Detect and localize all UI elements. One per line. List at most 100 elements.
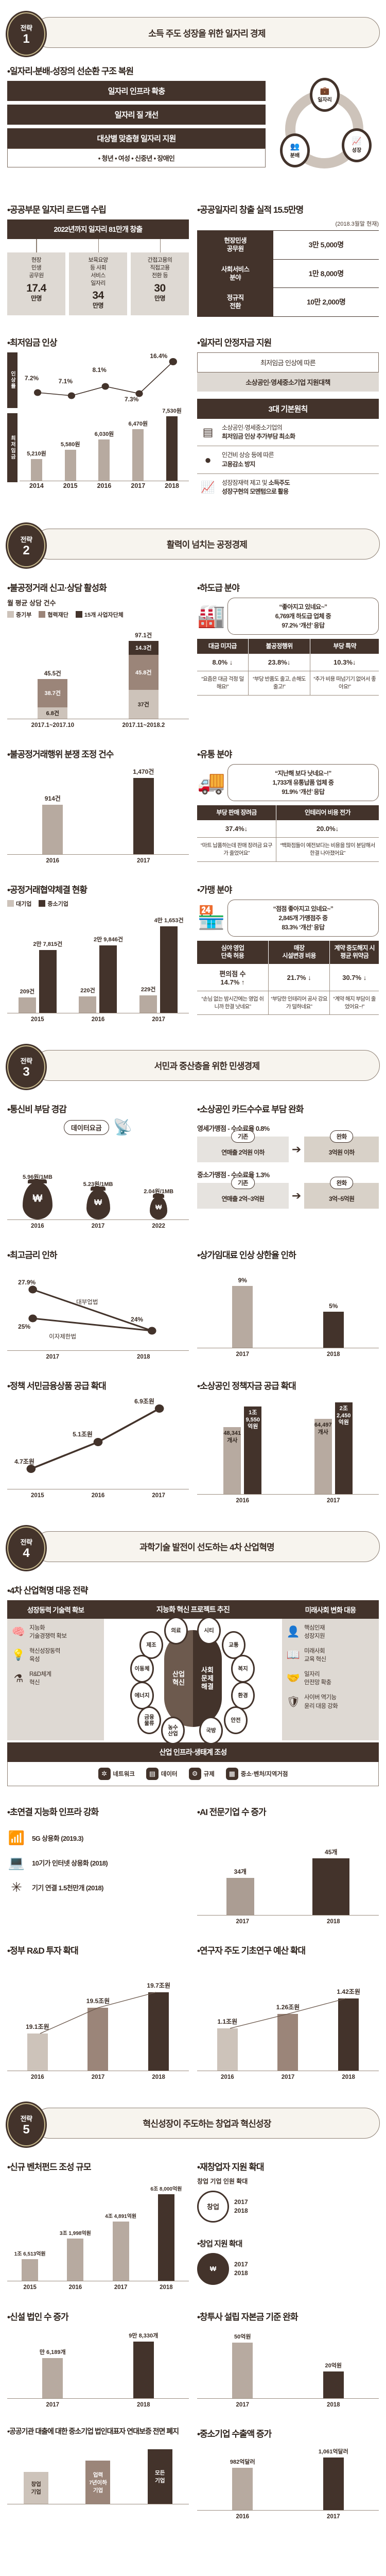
maxrate-start-2: 25% bbox=[18, 1323, 31, 1331]
subcontract-bubble: “좋아지고 있네요~” 6,769개 하도급 업체 중 97.2% ‘개선’ 응… bbox=[227, 597, 379, 635]
roadmap-cell-num: 34 bbox=[92, 290, 104, 302]
sme-export-title: 중소기업 수출액 증가 bbox=[197, 2427, 379, 2439]
cardfee-before-value: 연매출 2억원 이하 bbox=[221, 1148, 265, 1156]
shop-owner-icon: 🏪 bbox=[197, 905, 225, 930]
table-row: 현장민생 공무원 3만 5,000명 bbox=[197, 230, 379, 260]
fund-scale-value-2016: 3조 1,998억원 bbox=[59, 2230, 91, 2236]
basic-research-bars: 1.1조원 1.26조원 1.42조원 bbox=[197, 1976, 379, 2071]
agreement-bar-small: 2만 7,815건 bbox=[33, 941, 62, 1013]
shield-icon: 🛡 bbox=[286, 1696, 301, 1708]
minwage-year: 2014 bbox=[29, 482, 44, 489]
won-symbol: ₩ bbox=[32, 1193, 43, 1205]
ir-right-item-text: 일자리 안전망 확충 bbox=[304, 1671, 331, 1686]
rechallenge-year-before: 2017 bbox=[234, 2198, 248, 2206]
ir-left-item-text: 지능화 기술경쟁력 확보 bbox=[29, 1624, 67, 1639]
basic-research-block: 연구자 주도 기초연구 예산 확대 1.1조원 1.26조원 1.42조원 20… bbox=[197, 1943, 379, 2080]
minwage-chart: 인상률 최저임금 7.2% 7.1% 8.1% 7.3% 16.4% bbox=[7, 352, 189, 497]
strategy-2-badge: 전략 2 bbox=[7, 523, 45, 567]
s3-row-2: 최고금리 인하 27.9% 25% 24% 대부업법 이자제한법 2017 20… bbox=[0, 1248, 386, 1360]
cycle-node-growth: 📈 성장 bbox=[342, 128, 372, 162]
roadmap-cell: 보육요양 등 사회 서비스 일자리 34 만명 bbox=[69, 252, 127, 315]
minwage-rate-2018: 16.4% bbox=[150, 352, 168, 360]
s5-row-3: 공공기관 대출에 대한 중소기업 법인대표자 연대보증 전면 폐지 창업 기업 … bbox=[0, 2427, 386, 2520]
distribution-speech: 🚚 “지난해 보다 낫네요~!” 1,733개 유통납품 업체 중 91.9% … bbox=[197, 764, 379, 801]
agreement-small-2017: 4만 1,653건 bbox=[154, 917, 184, 924]
gap bbox=[0, 1786, 386, 1805]
finance-value-2017: 6.9조원 bbox=[134, 1397, 154, 1405]
agreement-chart: 209건 2만 7,815건 220건 2만 9,846건 229건 4만 1,… bbox=[7, 913, 189, 1013]
stability-fund-block: 일자리 안정자금 지원 최저임금 인상에 따른 소상공인·영세중소기업 지원대책… bbox=[197, 335, 379, 501]
basic-research-x-labels: 2016 2017 2018 bbox=[197, 2074, 379, 2080]
money-bag-item: 5.23원/1MB ₩ bbox=[83, 1180, 113, 1219]
rnd-bar-2018: 19.7조원 bbox=[147, 1982, 170, 2071]
basic-research-title: 연구자 주도 기초연구 예산 확대 bbox=[197, 1943, 379, 1956]
franchise-header: 매장 시설변경 비용 bbox=[268, 940, 330, 964]
relax-block: 창투사 설립 자본금 기준 완화 50억원 20억원 2017 2018 bbox=[197, 2310, 379, 2408]
public-jobs-row-label: 사회서비스 분야 bbox=[197, 259, 274, 288]
franchise-value: 편의점 수 14.7% ↑ bbox=[197, 964, 269, 992]
minwage-rate-line: 7.2% 7.1% 8.1% 7.3% 16.4% bbox=[20, 352, 189, 408]
table-header-row: 심야 영업 단축 허용 매장 시설변경 비용 계약 중도해지 시 평균 위약금 bbox=[197, 940, 379, 964]
franchise-header: 계약 중도해지 시 평균 위약금 bbox=[329, 940, 379, 964]
gap bbox=[0, 317, 386, 335]
gap bbox=[0, 2146, 386, 2160]
distribution-header: 인테리어 비용 전가 bbox=[276, 805, 379, 821]
sme-export-bar-2017: 1,061억달러 bbox=[319, 2449, 348, 2510]
consult-legend: 중기부 협력재단 15개 사업자단체 bbox=[7, 611, 189, 619]
table-header-row: 부당 판매 장려금 인테리어 비용 전가 bbox=[197, 805, 379, 821]
legend-swatch-dark bbox=[39, 900, 46, 907]
consult-total-2: 97.1건 bbox=[135, 632, 152, 639]
newjobs-block: 신설 법인 수 증가 만 6,189개 9만 8,330개 2017 2018 bbox=[7, 2310, 189, 2408]
dispute-category: 2016 bbox=[46, 857, 60, 864]
virtuous-cycle-section: 일자리-분배-성장의 선순환 구조 복원 일자리 인프라 확충 일자리 질 개선… bbox=[0, 64, 386, 184]
principle-bold: 성장구현의 모멘텀으로 활용 bbox=[222, 488, 289, 496]
legend-item: 중기부 bbox=[7, 611, 31, 619]
maxrate-category: 2017 bbox=[46, 1353, 60, 1360]
network-nodes-icon: ✳ bbox=[11, 1879, 22, 1895]
minwage-rate-axis-label: 인상률 bbox=[7, 352, 17, 408]
agreement-bar-large: 229건 bbox=[139, 987, 157, 1013]
rentcap-bar-2017: 9% bbox=[232, 1277, 253, 1348]
ai-companies-value-2017: 34개 bbox=[234, 1868, 247, 1875]
finance-value-2015: 4.7조원 bbox=[14, 1458, 34, 1465]
minwage-wage-axis-label: 최저임금 bbox=[7, 413, 17, 482]
infra-item-text: 10기가 인터넷 상용화 (2018) bbox=[32, 1859, 108, 1867]
rentcap-block: 상가임대료 인상 상한율 인하 9% 5% 2017 2018 bbox=[197, 1248, 379, 1360]
strategy-3-title: 서민과 중산층을 위한 민생경제 bbox=[154, 1061, 260, 1072]
relax-value-2017: 50억원 bbox=[234, 2333, 251, 2340]
table-row: 편의점 수 14.7% ↑ 21.7% ↓ 30.7% ↓ bbox=[197, 964, 379, 992]
rnd-bars: 19.1조원 19.5조원 19.7조원 bbox=[7, 1976, 189, 2071]
subcontract-block: 하도급 분야 🏭 “좋아지고 있네요~” 6,769개 하도급 업체 중 97.… bbox=[197, 581, 379, 728]
franchise-quote: “계약 해지 부담이 줄었어요~!” bbox=[329, 991, 379, 1015]
cardfee-before-value: 연매출 2억~3억원 bbox=[221, 1195, 265, 1202]
strategy-2-bar: 활력이 넘치는 공정경제 bbox=[34, 528, 380, 560]
telecom-category: 2017 bbox=[91, 1223, 105, 1229]
flask-icon: ⚗ bbox=[13, 1672, 24, 1685]
franchise-header: 심야 영업 단축 허용 bbox=[197, 940, 269, 964]
fourth-ir-left-heading: 성장동력 기술력 확보 bbox=[7, 1600, 104, 1619]
principle-normal: 인건비 상승 등에 따른 bbox=[222, 451, 274, 459]
rnd-block: 정부 R&D 투자 확대 19.1조원 19.5조원 19.7조원 2016 2… bbox=[7, 1943, 189, 2080]
minwage-wage-2015: 5,580원 bbox=[60, 441, 80, 448]
maxrate-category: 2018 bbox=[136, 1353, 150, 1360]
policyfund-group-2016: 48,341 개사 1조 9,550 억원 bbox=[223, 1406, 262, 1494]
relax-bar-2018: 20억원 bbox=[323, 2363, 344, 2398]
bottom-spacer bbox=[0, 2520, 386, 2538]
cycle-node-distribution-label: 분배 bbox=[290, 152, 300, 159]
relax-chart: 50억원 20억원 bbox=[197, 2334, 379, 2399]
strategy-1-badge-label: 전략 bbox=[20, 24, 32, 32]
consult-block: 불공정거래 신고·상담 활성화 월 평균 상담 건수 중기부 협력재단 15개 … bbox=[7, 581, 189, 728]
strategy-5-bar: 혁신성장이 주도하는 창업과 혁신성장 bbox=[34, 2107, 380, 2139]
ir-right-item-text: 미래사회 교육 혁신 bbox=[304, 1648, 326, 1663]
roadmap-cell-num: 17.4 bbox=[26, 282, 46, 294]
ir-satellite: 복지 bbox=[231, 1654, 255, 1683]
rechallenge-subtitle: 창업 기업 인원 확대 bbox=[197, 2177, 248, 2185]
strategy-5-header: 전략 5 혁신성장이 주도하는 창업과 혁신성장 bbox=[7, 2099, 380, 2146]
minwage-year: 2017 bbox=[131, 482, 146, 489]
sme-export-category: 2017 bbox=[326, 2513, 340, 2520]
talent-icon: 👤 bbox=[286, 1625, 301, 1638]
strategy-2-header: 전략 2 활력이 넘치는 공정경제 bbox=[7, 520, 380, 567]
gap bbox=[0, 56, 386, 64]
table-row: 37.4%↓ 20.0%↓ bbox=[197, 820, 379, 838]
finance-category: 2017 bbox=[152, 1492, 165, 1499]
